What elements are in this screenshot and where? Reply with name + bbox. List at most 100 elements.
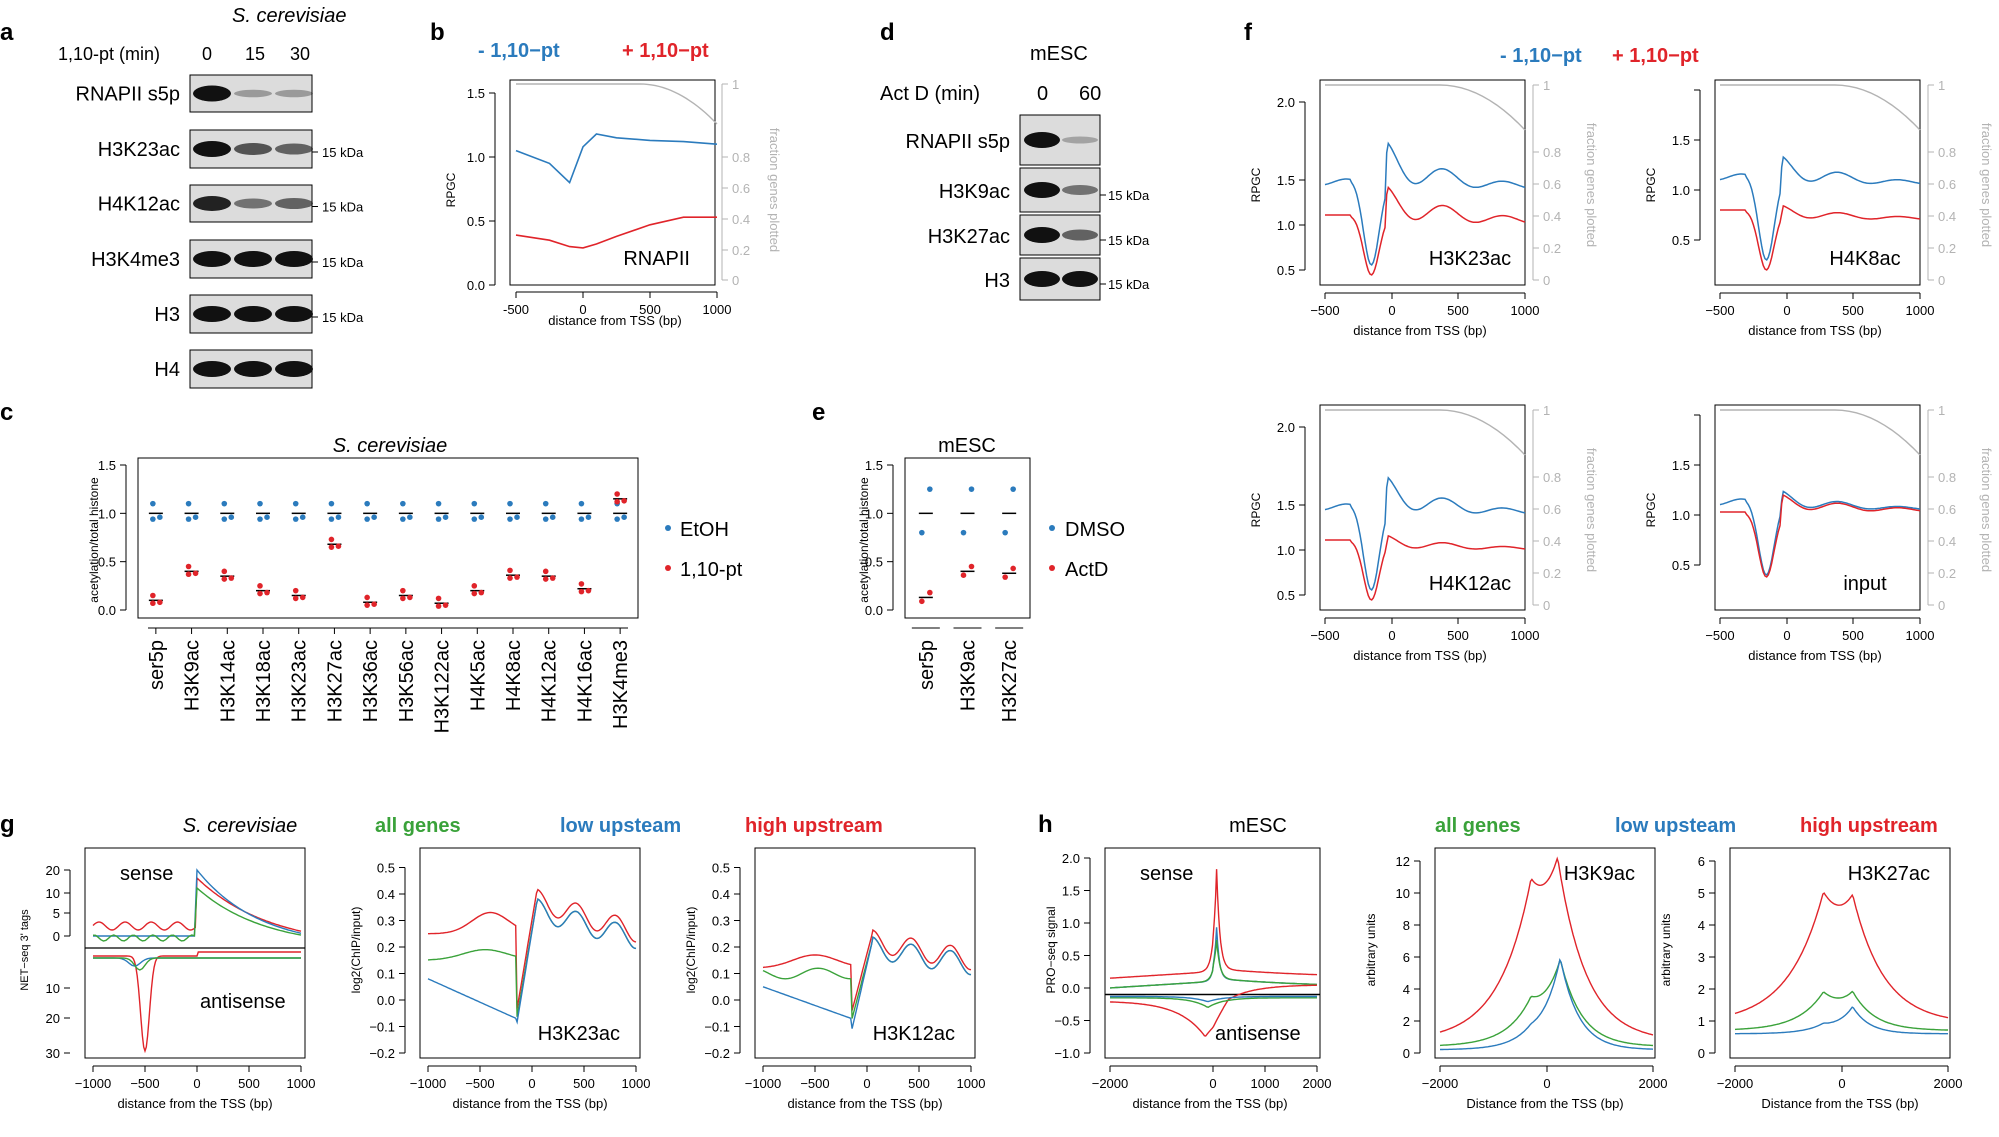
y-tick-label: 2.0	[1062, 851, 1080, 866]
x-tick-label: 0	[1543, 1076, 1550, 1091]
data-point	[400, 595, 406, 602]
y-tick-label: 1.0	[865, 506, 883, 521]
x-tick-label: 0	[863, 1076, 870, 1091]
x-tick-label: −1000	[75, 1076, 112, 1091]
y-tick-label: −0.1	[704, 1020, 730, 1035]
x-tick-label: H3K36ac	[360, 640, 382, 722]
panel-label-d: d	[880, 19, 895, 46]
data-point	[192, 570, 199, 577]
y-tick-label: 0.0	[712, 993, 730, 1008]
data-point	[221, 516, 228, 522]
x-tick-label: −500	[1310, 303, 1339, 318]
y-tick-label: 10	[46, 886, 60, 901]
x-tick-label: 500	[1842, 303, 1864, 318]
plot-label: H3K12ac	[873, 1023, 955, 1045]
x-tick-label: 500	[1447, 303, 1469, 318]
x-tick-label: 0	[1783, 628, 1790, 643]
data-point	[364, 500, 370, 507]
h-anti-red	[1109, 984, 1318, 1037]
blot-band	[1024, 182, 1060, 198]
data-point	[442, 514, 449, 520]
panel-label-b: b	[430, 19, 445, 46]
blot-band	[1062, 185, 1098, 195]
data-point	[542, 568, 549, 575]
legend-all: all genes	[375, 815, 461, 837]
series-line-all	[1734, 990, 1948, 1031]
y2-tick-label: 1	[1938, 403, 1945, 418]
x-tick-label: 1000	[1511, 628, 1540, 643]
x-tick-label: H3K23ac	[289, 640, 311, 722]
x-tick-label: H3K14ac	[217, 640, 239, 722]
y-tick-label: 1.5	[1277, 173, 1295, 188]
plot-title: S. cerevisiae	[183, 815, 298, 837]
y-axis-title: RPGC	[444, 172, 458, 207]
series-line-minus	[1324, 476, 1526, 591]
blot-band	[1024, 132, 1060, 148]
y-tick-label: 1.5	[1277, 498, 1295, 513]
y-tick-label: 0.5	[1277, 263, 1295, 278]
data-point	[919, 598, 925, 605]
data-point	[328, 516, 335, 522]
g-anti-blue	[93, 957, 301, 967]
x-tick-label: 0	[528, 1076, 535, 1091]
x-tick-label: H3K18ac	[253, 640, 275, 722]
data-point	[435, 516, 442, 522]
legend-high: high upstream	[1800, 815, 1938, 837]
fraction-line	[1325, 409, 1526, 456]
y-tick-label: 0.4	[377, 887, 395, 902]
y-tick-label: 0.0	[377, 993, 395, 1008]
data-point	[507, 516, 513, 522]
data-point	[185, 500, 192, 507]
series-line-plus	[1325, 534, 1526, 601]
data-point	[371, 514, 377, 520]
blot-row-label: H3K27ac	[928, 226, 1010, 248]
sense-label: sense	[1140, 863, 1193, 885]
y-tick-label: 5	[1698, 886, 1705, 901]
x-tick-label: H4K12ac	[539, 640, 561, 722]
data-point	[435, 603, 442, 609]
x-tick-label: H3K56ac	[396, 640, 418, 722]
data-point	[364, 594, 370, 601]
blot-row-label: H3K9ac	[939, 181, 1010, 203]
plot-frame	[84, 847, 306, 1059]
panel-label-e: e	[812, 399, 825, 426]
blot-band	[275, 198, 313, 209]
data-point	[960, 572, 967, 578]
y2-axis-title: fraction genes plotted	[1979, 123, 1994, 247]
kda-label: 15 kDa	[322, 145, 364, 160]
x-tick-label: −500	[1310, 628, 1339, 643]
h-anti-blue	[1110, 995, 1317, 1003]
data-point	[150, 600, 156, 607]
data-point	[578, 588, 585, 595]
legend-marker	[1049, 565, 1055, 571]
x-tick-label: ser5p	[146, 640, 168, 690]
blot-band	[234, 143, 272, 155]
kda-label: 15 kDa	[1108, 277, 1150, 292]
legend-label: ActD	[1065, 559, 1108, 581]
y-tick-label: 0	[53, 929, 60, 944]
legend-low: low upsteam	[1615, 815, 1736, 837]
plot-frame	[137, 457, 639, 619]
y-tick-label: 10	[1396, 886, 1410, 901]
data-point	[585, 587, 592, 594]
blot-band	[234, 306, 272, 322]
series-line-minus	[1324, 141, 1526, 266]
legend-marker	[665, 565, 671, 571]
x-tick-label: 0	[1388, 628, 1395, 643]
data-point	[150, 500, 156, 507]
plot-frame	[1434, 847, 1656, 1059]
plot-frame	[1729, 847, 1951, 1059]
legend-all: all genes	[1435, 815, 1521, 837]
x-tick-label: H3K9ac	[182, 640, 204, 711]
blot-row-label: H3K4me3	[91, 249, 180, 271]
legend-plus: + 1,10−pt	[1612, 45, 1699, 67]
y-tick-label: 1.0	[1672, 183, 1690, 198]
y-axis-title: RPGC	[1644, 167, 1658, 202]
y2-tick-label: 0.4	[1543, 209, 1561, 224]
data-point	[507, 567, 513, 574]
series-line-minus	[515, 133, 718, 185]
data-point	[228, 575, 235, 581]
blot-band	[234, 89, 272, 98]
data-point	[471, 583, 478, 589]
data-point	[150, 516, 156, 522]
